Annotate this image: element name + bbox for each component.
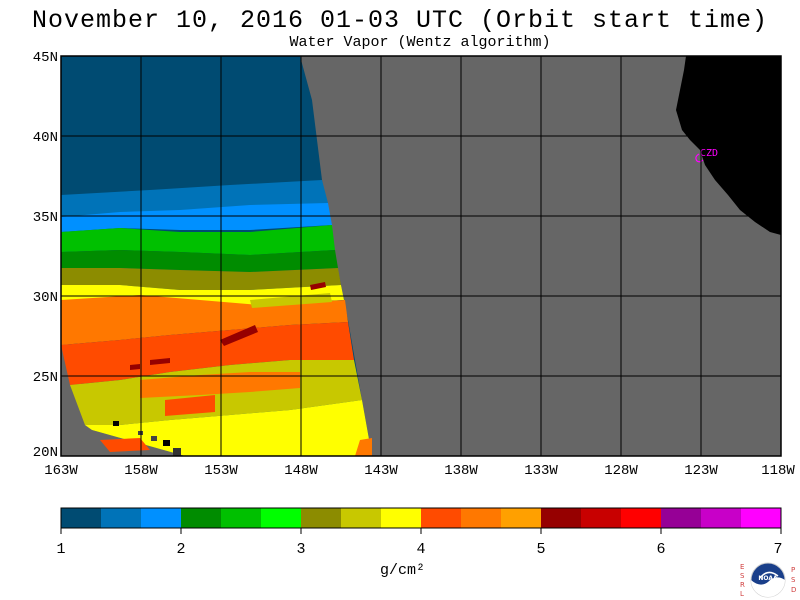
lat-label: 25N: [33, 370, 58, 386]
colorbar-swatch: [61, 508, 102, 528]
latitude-labels: 45N 40N 35N 30N 25N 20N: [33, 50, 58, 461]
logo-letter: R: [740, 581, 745, 589]
colorbar-swatch: [581, 508, 622, 528]
lon-label: 123W: [684, 463, 718, 479]
colorbar-swatch: [541, 508, 582, 528]
colorbar-swatch: [701, 508, 742, 528]
colorbar-tick-label: 3: [296, 541, 305, 558]
map-title: November 10, 2016 01-03 UTC (Orbit start…: [31, 6, 769, 35]
lon-label: 158W: [124, 463, 158, 479]
logo-letter: S: [791, 576, 796, 584]
colorbar-ticks: [60, 528, 782, 534]
colorbar-tick-label: 1: [56, 541, 65, 558]
lon-label: 163W: [44, 463, 78, 479]
lon-label: 118W: [761, 463, 795, 479]
colorbar-tick-label: 5: [536, 541, 545, 558]
land-area: [676, 56, 781, 235]
lon-label: 143W: [364, 463, 398, 479]
colorbar-swatch: [381, 508, 422, 528]
colorbar: [60, 507, 782, 529]
logo-letter: P: [791, 566, 795, 574]
colorbar-swatch: [181, 508, 222, 528]
logo-letter: E: [740, 563, 744, 571]
colorbar-swatch: [261, 508, 302, 528]
logo-letter: S: [740, 572, 745, 580]
lon-label: 133W: [524, 463, 558, 479]
colorbar-swatch: [621, 508, 662, 528]
lon-label: 153W: [204, 463, 238, 479]
colorbar-swatch: [341, 508, 382, 528]
colorbar-swatch: [141, 508, 182, 528]
colorbar-swatch: [501, 508, 542, 528]
colorbar-units: g/cm²: [380, 562, 426, 579]
colorbar-tick-label: 2: [176, 541, 185, 558]
lon-label: 148W: [284, 463, 318, 479]
colorbar-swatch: [461, 508, 502, 528]
lat-label: 20N: [33, 445, 58, 461]
station-label: CZD: [700, 148, 718, 159]
lon-label: 138W: [444, 463, 478, 479]
logo-letter: L: [740, 590, 744, 598]
colorbar-swatch: [421, 508, 462, 528]
longitude-labels: 163W 158W 153W 148W 143W 138W 133W 128W …: [44, 463, 795, 479]
colorbar-swatch: [661, 508, 702, 528]
colorbar-swatch: [301, 508, 342, 528]
colorbar-swatch: [221, 508, 262, 528]
colorbar-tick-label: 4: [416, 541, 425, 558]
map-subtitle: Water Vapor (Wentz algorithm): [289, 34, 551, 51]
lat-label: 35N: [33, 210, 58, 226]
graticule: [61, 56, 781, 456]
colorbar-tick-labels: 1 2 3 4 5 6 7: [56, 541, 782, 558]
lon-label: 128W: [604, 463, 638, 479]
colorbar-tick-label: 7: [773, 541, 782, 558]
logo-letter: D: [791, 586, 796, 594]
data-swath: [61, 56, 372, 456]
colorbar-tick-label: 6: [656, 541, 665, 558]
map-frame: [60, 55, 782, 457]
logo-center-text: NOAA: [758, 575, 778, 582]
lat-label: 45N: [33, 50, 58, 66]
colorbar-swatch: [101, 508, 142, 528]
noaa-logo: E S R L P S D NOAA: [740, 562, 796, 598]
lat-label: 40N: [33, 130, 58, 146]
lat-label: 30N: [33, 290, 58, 306]
colorbar-swatch: [741, 508, 782, 528]
